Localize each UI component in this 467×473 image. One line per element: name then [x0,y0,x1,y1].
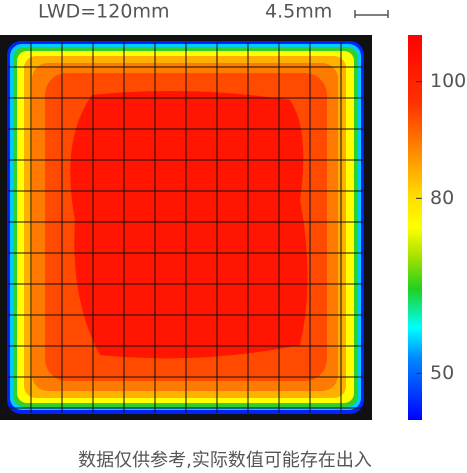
note: 数据仅供参考,实际数值可能存在出入 [78,450,372,471]
chart-title: LWD=120mm [38,1,169,23]
colorbar-tick-label: 80 [430,187,454,209]
scale-label: 4.5mm [265,1,332,23]
colorbar-tick-label: 100 [430,70,466,92]
heatmap [0,35,372,420]
colorbar-tick-label: 50 [430,362,454,384]
colorbar [408,35,422,420]
scale-bar [354,10,389,18]
